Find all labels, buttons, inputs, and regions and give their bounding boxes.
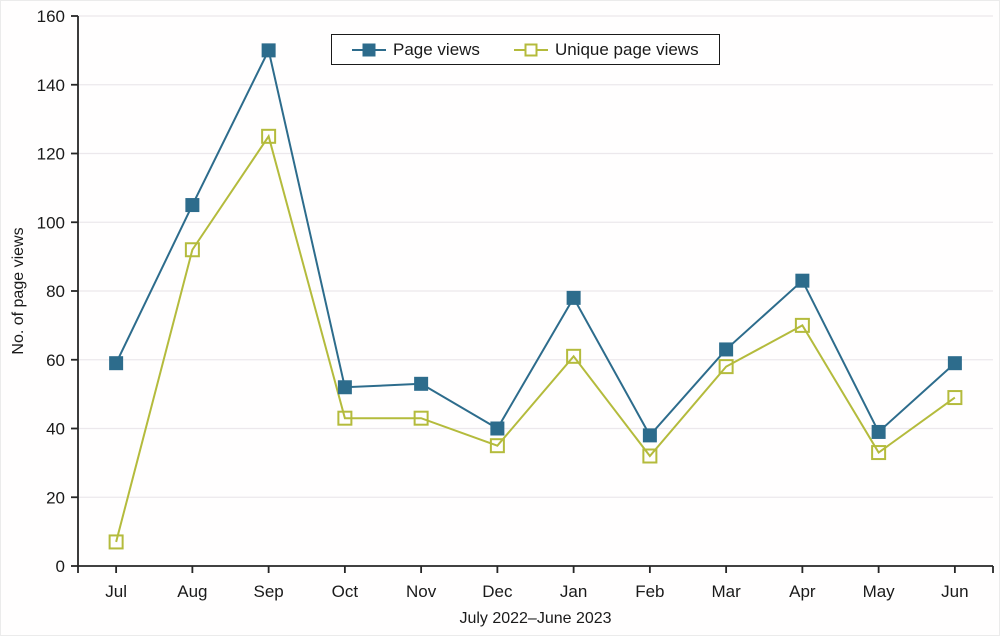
y-tick-label: 140	[37, 76, 65, 95]
unique-page-views-marker	[184, 242, 200, 258]
legend-item-page-views: Page views	[352, 41, 480, 58]
unique-page-views-marker	[566, 348, 582, 364]
x-tick-label: Mar	[711, 582, 741, 601]
y-tick-label: 20	[46, 488, 65, 507]
page-views-marker	[261, 43, 276, 58]
page-views-marker	[414, 376, 429, 391]
page-views-marker	[947, 356, 962, 371]
x-tick-label: May	[863, 582, 896, 601]
unique-page-views-marker	[947, 390, 963, 406]
unique-page-views-marker	[337, 410, 353, 426]
unique-page-views-marker-icon	[513, 42, 548, 57]
unique-page-views-line	[115, 133, 956, 543]
x-axis-title: July 2022–June 2023	[459, 610, 612, 627]
y-tick-label: 120	[37, 145, 65, 164]
page-views-marker	[871, 424, 886, 439]
unique-page-views-marker	[489, 438, 505, 454]
y-tick-label: 0	[56, 557, 65, 576]
x-tick-label: Apr	[789, 582, 816, 601]
unique-page-views-marker	[642, 448, 658, 464]
x-tick-label: Jul	[105, 582, 127, 601]
page-views-marker	[566, 290, 581, 305]
x-tick-label: Oct	[332, 582, 359, 601]
legend-label-page-views: Page views	[393, 40, 480, 59]
x-tick-label: Jun	[941, 582, 968, 601]
page-views-marker	[795, 273, 810, 288]
unique-page-views-marker	[871, 445, 887, 461]
page-views-marker	[642, 428, 657, 443]
x-tick-label: Dec	[482, 582, 513, 601]
page-views-line	[115, 47, 956, 438]
x-tick-label: Jan	[560, 582, 587, 601]
page-views-marker-icon	[352, 42, 386, 57]
page-views-marker	[185, 198, 200, 213]
x-tick-label: Feb	[635, 582, 664, 601]
x-tick-label: Nov	[406, 582, 437, 601]
y-tick-label: 60	[46, 351, 65, 370]
y-tick-label: 100	[37, 213, 65, 232]
page-views-marker	[490, 421, 505, 436]
unique-page-views-marker	[794, 317, 810, 333]
page-views-marker	[719, 342, 734, 357]
legend-label-unique-page-views: Unique page views	[554, 40, 699, 59]
x-tick-label: Sep	[254, 582, 284, 601]
unique-page-views-marker	[108, 534, 124, 550]
page-views-marker	[109, 356, 124, 371]
y-tick-label: 40	[46, 420, 65, 439]
unique-page-views-marker	[261, 128, 277, 144]
legend: Page views Unique page views	[331, 34, 720, 65]
unique-page-views-marker	[718, 359, 734, 375]
page-views-marker	[337, 380, 352, 395]
y-tick-label: 80	[46, 282, 65, 301]
y-tick-label: 160	[37, 7, 65, 26]
legend-item-unique-page-views: Unique page views	[513, 40, 699, 59]
unique-page-views-marker	[413, 410, 429, 426]
x-tick-label: Aug	[177, 582, 207, 601]
